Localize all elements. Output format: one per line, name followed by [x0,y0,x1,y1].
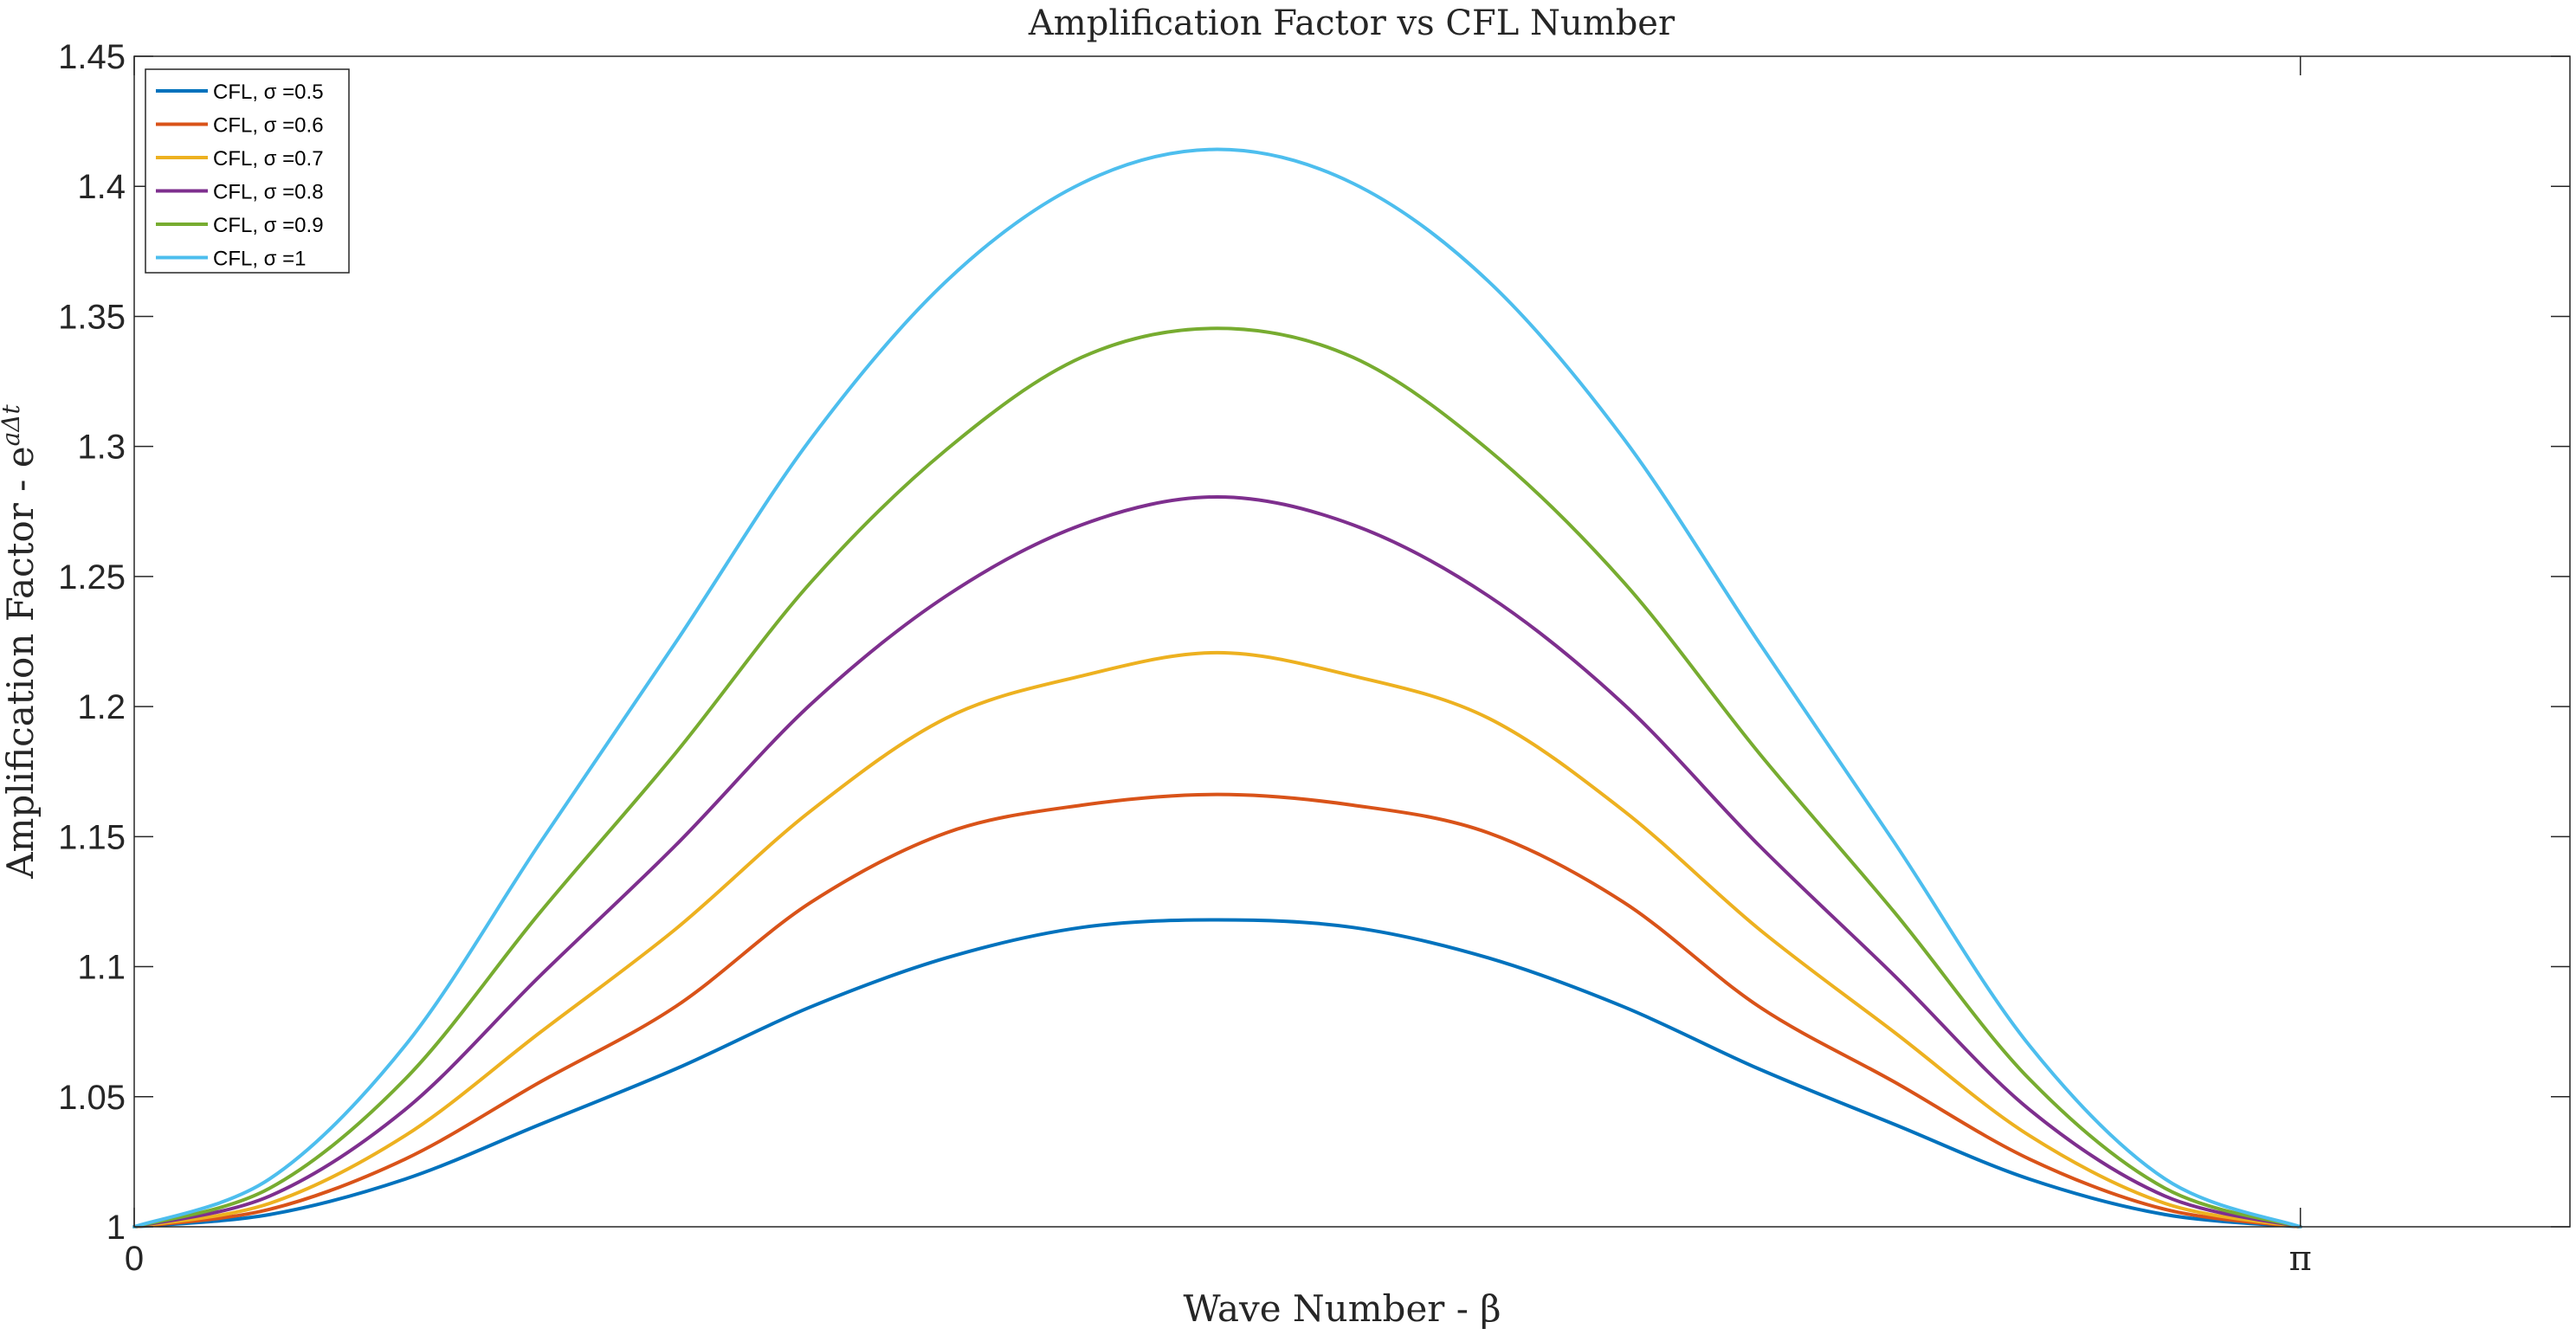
y-tick-label: 1.35 [58,298,126,336]
axes-box [133,55,2571,1228]
y-tick-label: 1.4 [77,168,126,206]
x-tick-label: π [2289,1239,2312,1279]
y-axis-label-superscript: aΔt [0,404,25,447]
series-layer [132,147,2302,1229]
y-tick-label: 1.1 [77,949,126,987]
legend-label-3: CFL, σ =0.7 [213,147,324,171]
legend-label-1: CFL, σ =0.5 [213,81,324,104]
y-tick-label: 1 [107,1209,126,1247]
ticks-layer: 1 1.05 1.1 1.15 1.2 1.25 1.3 1.35 1.4 1.45 0 π [58,38,2570,1279]
y-tick-label: 1.25 [58,558,126,597]
y-tick-label: 1.3 [77,429,126,467]
series-line-3 [132,650,2302,1229]
y-axis-label-main: Amplification Factor - e [0,446,42,879]
y-tick-label: 1.45 [58,38,126,76]
series-line-6 [132,147,2302,1229]
y-tick-label: 1.15 [58,818,126,856]
y-tick-label: 1.2 [77,688,126,726]
x-axis-label: Wave Number - β [1183,1287,1501,1330]
legend-label-4: CFL, σ =0.8 [213,181,324,204]
legend-label-5: CFL, σ =0.9 [213,214,324,237]
legend: CFL, σ =0.5 CFL, σ =0.6 CFL, σ =0.7 CFL, σ … [145,68,350,274]
series-line-4 [132,494,2302,1229]
x-tick-label: 0 [125,1240,144,1278]
legend-box [145,68,350,274]
plot-area [134,56,2570,1227]
legend-items: CFL, σ =0.5 CFL, σ =0.6 CFL, σ =0.7 CFL, σ … [156,81,324,271]
series-line-2 [132,792,2302,1229]
series-line-1 [132,918,2302,1229]
chart-title: Amplification Factor vs CFL Number [1028,3,1675,43]
y-tick-label: 1.05 [58,1079,126,1117]
legend-label-6: CFL, σ =1 [213,248,307,271]
y-axis-label: Amplification Factor - eaΔt [0,404,42,880]
legend-label-2: CFL, σ =0.6 [213,114,324,138]
series-line-5 [132,326,2302,1229]
